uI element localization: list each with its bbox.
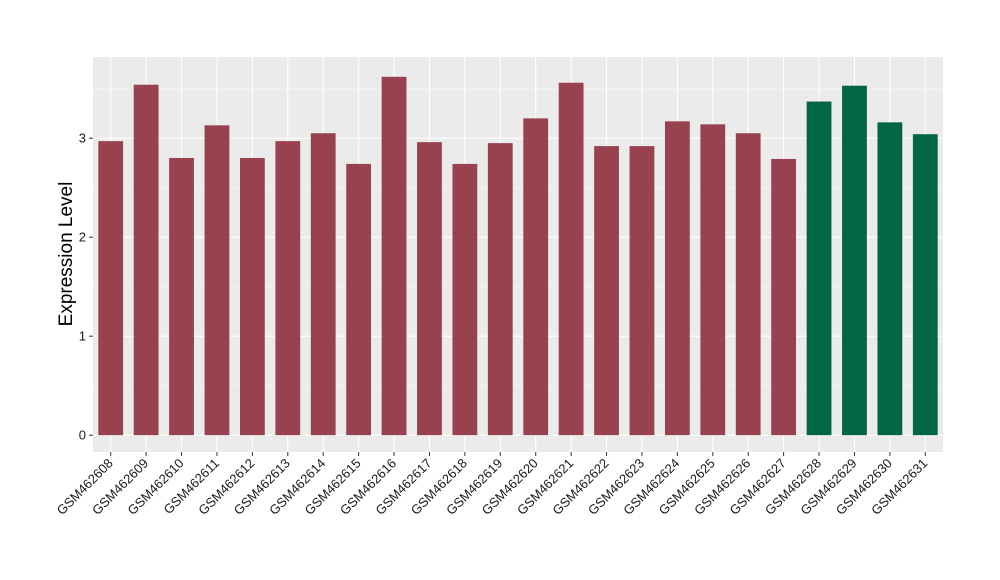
bar-GSM462614 <box>310 133 336 436</box>
y-axis: 0 1 2 3 <box>79 131 93 443</box>
bar-GSM462623 <box>629 146 655 436</box>
bar-GSM462627 <box>771 158 797 436</box>
bar-GSM462613 <box>275 141 301 436</box>
bars <box>98 76 938 436</box>
bar-GSM462624 <box>664 121 690 436</box>
bar-GSM462609 <box>133 84 159 436</box>
bar-GSM462631 <box>912 134 938 436</box>
y-tick-label: 0 <box>79 428 86 443</box>
y-tick-label: 1 <box>79 329 86 344</box>
bar-GSM462628 <box>806 101 832 436</box>
bar-GSM462626 <box>735 133 761 436</box>
x-axis: GSM462608GSM462609GSM462610GSM462611GSM4… <box>54 452 930 518</box>
bar-GSM462619 <box>487 143 513 436</box>
bar-GSM462618 <box>452 163 478 436</box>
bar-GSM462620 <box>523 118 549 436</box>
y-tick-label: 3 <box>79 131 86 146</box>
bar-GSM462630 <box>877 122 903 436</box>
bar-GSM462625 <box>700 124 726 436</box>
bar-GSM462615 <box>346 163 372 436</box>
plot-panel <box>93 57 943 452</box>
bar-GSM462616 <box>381 76 407 436</box>
bar-GSM462617 <box>417 142 442 436</box>
bar-GSM462621 <box>558 82 584 436</box>
bar-GSM462622 <box>594 146 619 436</box>
y-tick-label: 2 <box>79 230 86 245</box>
bar-GSM462612 <box>239 157 265 436</box>
bar-GSM462608 <box>98 141 124 436</box>
y-axis-title: Expression Level <box>56 182 77 327</box>
bar-GSM462611 <box>204 125 230 436</box>
bar-GSM462629 <box>842 85 867 436</box>
bar-GSM462610 <box>169 157 194 436</box>
